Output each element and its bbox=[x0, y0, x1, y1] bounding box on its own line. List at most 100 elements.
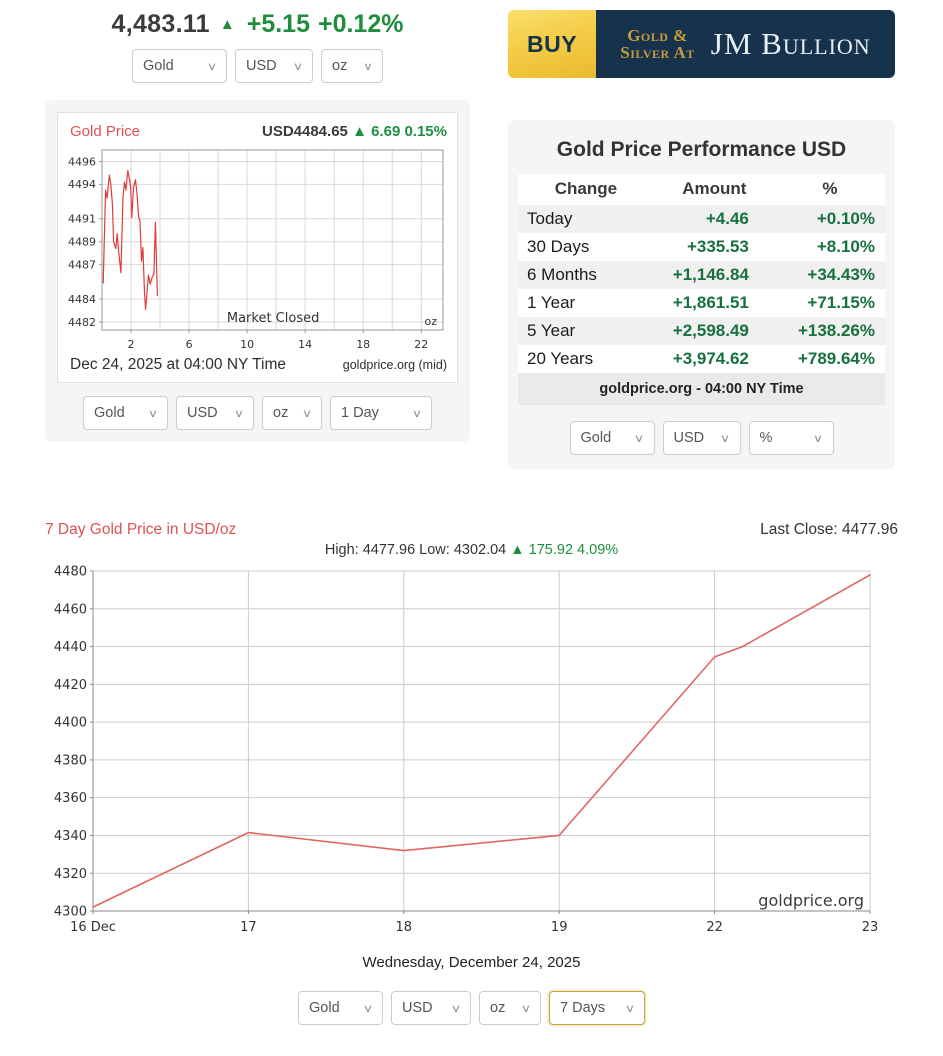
chevron-down-icon: ∨ bbox=[520, 1002, 532, 1015]
select-value: USD bbox=[187, 405, 218, 421]
intraday-chart-box: Gold Price USD4484.65 ▲ 6.69 0.15% 4496 4… bbox=[57, 112, 458, 383]
ticker-select-row: Gold ∨ USD ∨ oz ∨ bbox=[45, 49, 470, 83]
svg-text:18: 18 bbox=[356, 338, 370, 351]
chevron-down-icon: ∨ bbox=[813, 432, 824, 445]
intraday-unit-select[interactable]: oz ∨ bbox=[262, 396, 322, 430]
ticker-unit-select[interactable]: oz ∨ bbox=[321, 49, 383, 83]
chevron-down-icon: ∨ bbox=[720, 432, 731, 445]
chevron-down-icon: ∨ bbox=[362, 1002, 374, 1015]
select-value: Gold bbox=[580, 430, 612, 446]
week-range-select[interactable]: 7 Days ∨ bbox=[549, 991, 645, 1025]
svg-text:4496: 4496 bbox=[68, 155, 96, 168]
svg-text:4380: 4380 bbox=[54, 753, 87, 768]
intraday-range-select[interactable]: 1 Day ∨ bbox=[330, 396, 432, 430]
column-change: Change bbox=[554, 179, 618, 198]
table-row: 6 Months +1,146.84 +34.43% bbox=[518, 261, 885, 289]
performance-table: Change Amount % Today +4.46 +0.10% 30 Da… bbox=[518, 174, 885, 373]
banner-tagline: Gold & Silver At bbox=[620, 25, 694, 61]
intraday-chart-title: Gold Price bbox=[70, 123, 141, 140]
chart-source-caption: goldprice.org (mid) bbox=[342, 358, 447, 372]
row-label: 30 Days bbox=[527, 237, 590, 256]
row-percent: +0.10% bbox=[816, 209, 875, 228]
table-row: 30 Days +335.53 +8.10% bbox=[518, 233, 885, 261]
week-chart-section: 7 Day Gold Price in USD/oz Last Close: 4… bbox=[0, 521, 943, 1025]
spot-price: 4,483.11 bbox=[111, 10, 210, 38]
performance-card: Gold Price Performance USD Change Amount… bbox=[508, 120, 895, 469]
row-percent: +34.43% bbox=[807, 265, 875, 284]
market-closed-label: Market Closed bbox=[226, 311, 320, 326]
performance-currency-select[interactable]: USD ∨ bbox=[662, 421, 741, 455]
row-amount: +1,146.84 bbox=[672, 265, 749, 284]
jm-bullion-banner[interactable]: BUY Gold & Silver At JM Bullion bbox=[508, 10, 895, 78]
row-percent: +138.26% bbox=[797, 321, 875, 340]
svg-text:4420: 4420 bbox=[54, 678, 87, 693]
ticker-metal-select[interactable]: Gold ∨ bbox=[132, 49, 227, 83]
chevron-down-icon: ∨ bbox=[292, 60, 304, 73]
unit-label: oz bbox=[424, 315, 437, 328]
select-value: USD bbox=[402, 1000, 433, 1016]
svg-text:14: 14 bbox=[298, 338, 312, 351]
row-amount: +3,974.62 bbox=[672, 349, 749, 368]
week-chart-svg: 4480 4460 4440 4420 4400 4380 4360 4340 4320 4300… bbox=[54, 565, 879, 935]
chevron-down-icon: ∨ bbox=[362, 60, 374, 73]
goldprice-watermark: goldprice.org bbox=[758, 891, 864, 910]
svg-text:4360: 4360 bbox=[54, 791, 87, 806]
svg-text:4400: 4400 bbox=[54, 716, 87, 731]
chevron-down-icon: ∨ bbox=[411, 407, 423, 420]
row-amount: +335.53 bbox=[686, 237, 749, 256]
select-value: Gold bbox=[143, 58, 174, 74]
chevron-down-icon: ∨ bbox=[206, 60, 218, 73]
performance-title: Gold Price Performance USD bbox=[556, 138, 847, 161]
performance-footer: goldprice.org - 04:00 NY Time bbox=[518, 373, 885, 405]
svg-text:4484: 4484 bbox=[68, 293, 96, 306]
performance-select-row: Gold ∨ USD ∨ % ∨ bbox=[518, 421, 885, 455]
select-value: oz bbox=[273, 405, 289, 421]
price-ticker: 4,483.11 ▲ +5.15 +0.12% Gold ∨ USD ∨ oz ∨ bbox=[45, 10, 470, 83]
intraday-currency-select[interactable]: USD ∨ bbox=[176, 396, 254, 430]
cards-row: Gold Price USD4484.65 ▲ 6.69 0.15% 4496 4… bbox=[0, 83, 943, 469]
select-value: Gold bbox=[309, 1000, 340, 1016]
performance-unit-select[interactable]: % ∨ bbox=[748, 421, 834, 455]
table-row: 5 Year +2,598.49 +138.26% bbox=[518, 317, 885, 345]
chevron-down-icon: ∨ bbox=[450, 1002, 462, 1015]
week-metal-select[interactable]: Gold ∨ bbox=[298, 991, 383, 1025]
table-row: 1 Year +1,861.51 +71.15% bbox=[518, 289, 885, 317]
intraday-caption-row: Dec 24, 2025 at 04:00 NY Time goldprice.… bbox=[66, 356, 449, 378]
up-arrow-icon: ▲ bbox=[219, 16, 235, 33]
intraday-plot-area: 4496 4494 4491 4489 4487 4484 4482 2 6 10 14 18 22 M… bbox=[66, 142, 449, 356]
performance-metal-select[interactable]: Gold ∨ bbox=[569, 421, 655, 455]
select-value: USD bbox=[246, 58, 277, 74]
week-select-row: Gold ∨ USD ∨ oz ∨ 7 Days ∨ bbox=[45, 991, 898, 1025]
week-currency-select[interactable]: USD ∨ bbox=[391, 991, 471, 1025]
week-date-caption: Wednesday, December 24, 2025 bbox=[362, 954, 581, 971]
tagline-line1: Gold & bbox=[627, 25, 688, 45]
week-chart-head: 7 Day Gold Price in USD/oz Last Close: 4… bbox=[45, 521, 898, 539]
buy-button[interactable]: BUY bbox=[508, 10, 596, 78]
svg-text:23: 23 bbox=[862, 920, 879, 935]
row-amount: +4.46 bbox=[705, 209, 749, 228]
svg-text:19: 19 bbox=[551, 920, 568, 935]
price-change-percent: +0.12% bbox=[317, 10, 404, 38]
select-value: 7 Days bbox=[560, 1000, 606, 1016]
intraday-quote: USD4484.65 ▲ 6.69 0.15% bbox=[262, 123, 447, 140]
table-row: 20 Years +3,974.62 +789.64% bbox=[518, 345, 885, 373]
week-unit-select[interactable]: oz ∨ bbox=[479, 991, 541, 1025]
intraday-quote-price: USD4484.65 bbox=[261, 123, 348, 140]
ticker-currency-select[interactable]: USD ∨ bbox=[235, 49, 313, 83]
svg-text:6: 6 bbox=[186, 338, 193, 351]
svg-text:4460: 4460 bbox=[54, 602, 87, 617]
intraday-card: Gold Price USD4484.65 ▲ 6.69 0.15% 4496 4… bbox=[45, 100, 470, 442]
select-value: Gold bbox=[94, 405, 125, 421]
row-label: 5 Year bbox=[527, 321, 576, 340]
row-label: 1 Year bbox=[527, 293, 576, 312]
svg-text:4489: 4489 bbox=[68, 236, 96, 249]
intraday-metal-select[interactable]: Gold ∨ bbox=[83, 396, 168, 430]
table-row: Today +4.46 +0.10% bbox=[518, 205, 885, 233]
svg-text:4491: 4491 bbox=[68, 213, 96, 226]
gain-label: ▲ 175.92 4.09% bbox=[510, 542, 619, 558]
svg-text:4487: 4487 bbox=[68, 258, 96, 271]
ticker-line: 4,483.11 ▲ +5.15 +0.12% bbox=[45, 10, 470, 39]
intraday-chart-svg: 4496 4494 4491 4489 4487 4484 4482 2 6 10 14 18 22 bbox=[68, 149, 444, 351]
column-amount: Amount bbox=[682, 179, 747, 198]
chevron-down-icon: ∨ bbox=[233, 407, 245, 420]
